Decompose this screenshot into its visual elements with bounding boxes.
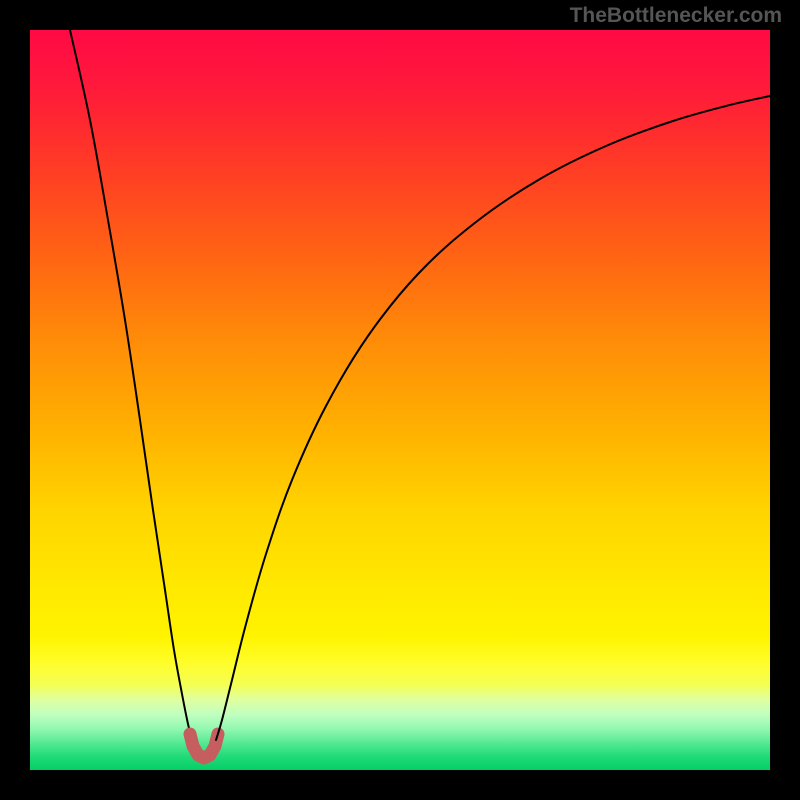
bottleneck-curve	[70, 30, 192, 740]
outer-border	[0, 0, 800, 800]
u-marker	[190, 734, 218, 758]
plot-group	[70, 30, 770, 758]
bottleneck-curve-right	[216, 96, 770, 740]
watermark-label: TheBottlenecker.com	[570, 4, 782, 28]
chart-frame: TheBottlenecker.com	[0, 0, 800, 800]
plot-background	[30, 30, 770, 770]
chart-svg	[0, 0, 800, 800]
